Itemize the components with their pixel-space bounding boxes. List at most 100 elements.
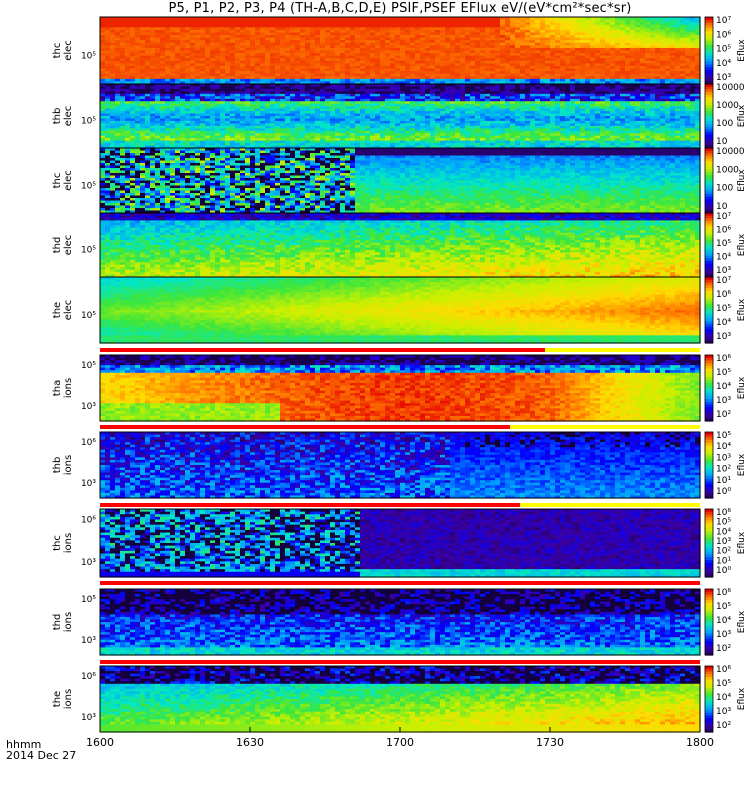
heatmap-cell [365, 81, 371, 85]
heatmap-cell [505, 22, 511, 26]
heatmap-cell [520, 76, 526, 80]
heatmap-cell [105, 47, 111, 52]
heatmap-cell [330, 58, 336, 62]
heatmap-cell [335, 37, 341, 41]
heatmap-cell [360, 37, 366, 41]
heatmap-cell [440, 35, 446, 39]
heatmap-cell [540, 71, 546, 75]
heatmap-cell [535, 45, 541, 49]
heatmap-cell [205, 40, 211, 44]
heatmap-cell [220, 32, 226, 36]
heatmap-cell [485, 55, 491, 59]
heatmap-cell [180, 60, 186, 64]
heatmap-cell [300, 22, 306, 26]
heatmap-cell [370, 29, 376, 34]
heatmap-cell [240, 35, 246, 39]
heatmap-cell [190, 40, 196, 44]
heatmap-cell [350, 60, 356, 64]
heatmap-cell [375, 40, 381, 44]
heatmap-cell [525, 55, 531, 59]
heatmap-cell [130, 73, 136, 77]
heatmap-cell [170, 45, 176, 49]
heatmap-cell [170, 35, 176, 39]
heatmap-cell [115, 71, 121, 75]
heatmap-cell [255, 65, 261, 70]
heatmap-cell [475, 76, 481, 80]
heatmap-cell [175, 50, 181, 54]
heatmap-cell [165, 24, 171, 28]
heatmap-cell [200, 35, 206, 39]
heatmap-cell [490, 35, 496, 39]
heatmap-cell [550, 42, 556, 46]
heatmap-cell [535, 68, 541, 72]
heatmap-cell [415, 58, 421, 62]
heatmap-cell [420, 42, 426, 46]
heatmap-cell [510, 55, 516, 59]
heatmap-cell [210, 29, 216, 34]
heatmap-cell [145, 63, 151, 67]
heatmap-cell [430, 47, 436, 52]
heatmap-cell [300, 58, 306, 62]
heatmap-cell [145, 27, 151, 31]
heatmap-cell [165, 81, 171, 85]
heatmap-cell [320, 50, 326, 54]
heatmap-cell [545, 22, 551, 26]
heatmap-cell [285, 22, 291, 26]
heatmap-cell [445, 76, 451, 80]
heatmap-cell [485, 27, 491, 31]
heatmap-cell [420, 45, 426, 49]
heatmap-cell [310, 53, 316, 57]
heatmap-cell [220, 22, 226, 26]
heatmap-cell [480, 76, 486, 80]
heatmap-cell [130, 60, 136, 64]
heatmap-cell [175, 29, 181, 34]
heatmap-cell [475, 35, 481, 39]
heatmap-cell [250, 24, 256, 28]
heatmap-cell [110, 37, 116, 41]
heatmap-cell [130, 35, 136, 39]
heatmap-cell [200, 17, 206, 21]
heatmap-cell [170, 47, 176, 52]
heatmap-cell [115, 63, 121, 67]
heatmap-cell [265, 27, 271, 31]
heatmap-cell [165, 19, 171, 23]
heatmap-cell [205, 27, 211, 31]
heatmap-cell [445, 63, 451, 67]
heatmap-cell [430, 37, 436, 41]
heatmap-cell [470, 60, 476, 64]
heatmap-cell [120, 50, 126, 54]
heatmap-cell [510, 37, 516, 41]
heatmap-cell [135, 60, 141, 64]
heatmap-cell [115, 17, 121, 21]
heatmap-cell [540, 17, 546, 21]
heatmap-cell [140, 78, 146, 83]
heatmap-cell [550, 29, 556, 34]
heatmap-cell [495, 27, 501, 31]
heatmap-cell [390, 68, 396, 72]
heatmap-cell [255, 24, 261, 28]
heatmap-cell [470, 17, 476, 21]
heatmap-cell [300, 81, 306, 85]
heatmap-cell [270, 50, 276, 54]
heatmap-cell [220, 55, 226, 59]
heatmap-cell [220, 65, 226, 70]
heatmap-cell [155, 37, 161, 41]
heatmap-cell [255, 42, 261, 46]
heatmap-cell [330, 47, 336, 52]
heatmap-cell [195, 76, 201, 80]
heatmap-cell [235, 53, 241, 57]
heatmap-cell [350, 24, 356, 28]
heatmap-cell [480, 60, 486, 64]
heatmap-cell [225, 40, 231, 44]
heatmap-cell [150, 32, 156, 36]
heatmap-cell [535, 65, 541, 70]
heatmap-cell [320, 73, 326, 77]
heatmap-cell [190, 45, 196, 49]
heatmap-cell [115, 53, 121, 57]
heatmap-cell [545, 55, 551, 59]
heatmap-cell [100, 60, 106, 64]
heatmap-cell [470, 47, 476, 52]
heatmap-cell [235, 47, 241, 52]
heatmap-cell [245, 37, 251, 41]
